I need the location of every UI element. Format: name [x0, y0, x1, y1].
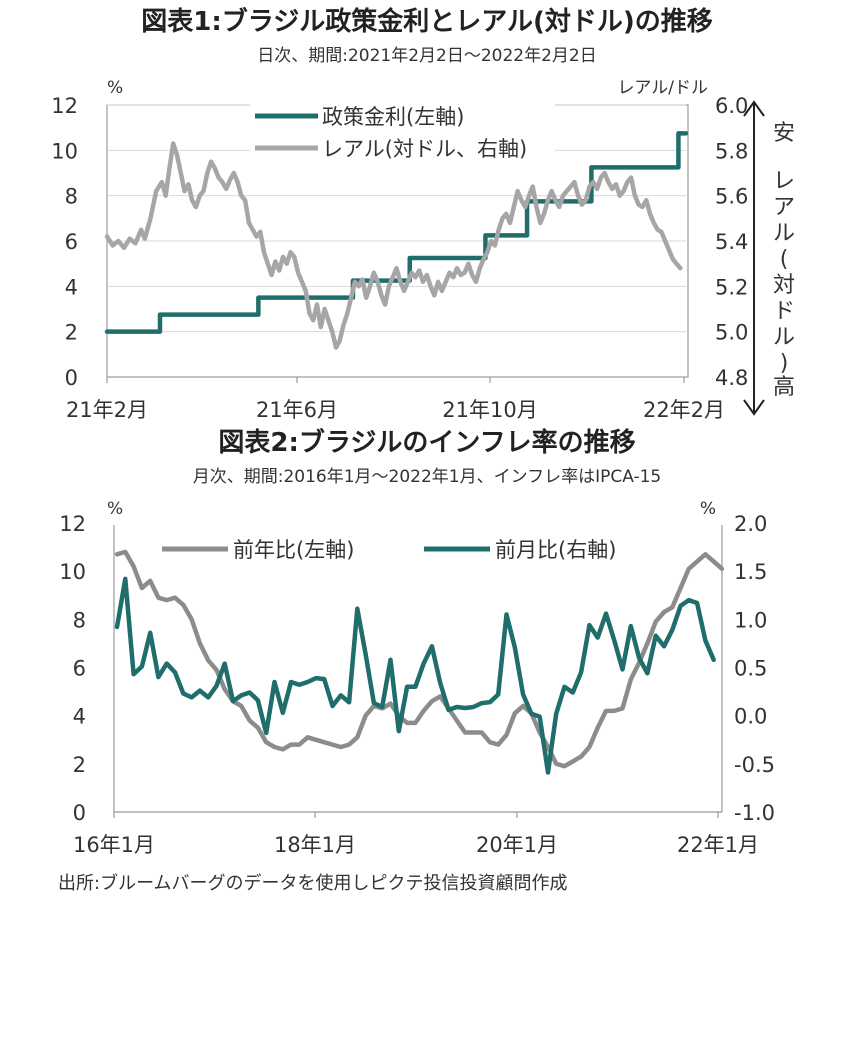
chart2-x-tick-label: 20年1月: [476, 833, 558, 857]
chart1-side-label-char: レ: [773, 169, 795, 194]
chart2-right-tick-label: 1.5: [734, 560, 767, 584]
chart1-side-label-char: ル: [773, 325, 795, 350]
chart1-side-label-char: (: [780, 247, 789, 272]
chart2-subtitle: 月次、期間:2016年1月〜2022年1月、インフレ率はIPCA-15: [193, 467, 662, 487]
chart2-right-tick-label: -1.0: [734, 801, 775, 825]
chart2-x-tick-label: 18年1月: [274, 833, 356, 857]
chart2-x-axis-ticks: 16年1月 18年1月 20年1月 22年1月: [73, 812, 759, 857]
chart1-x-axis-ticks: 21年2月 21年6月 21年10月 22年2月: [66, 377, 725, 422]
chart1-legend-label-real: レアル(対ドル、右軸): [322, 137, 527, 161]
chart2-series-line-2: [114, 576, 716, 775]
chart1-side-label-char: ル: [773, 221, 795, 246]
chart2-series-line-1: [114, 549, 725, 769]
chart1-series-line-1: [104, 131, 689, 334]
chart1-x-tick-label: 22年2月: [643, 398, 725, 422]
chart2-left-unit: %: [107, 499, 123, 519]
chart2-title: 図表2:ブラジルのインフレ率の推移: [218, 427, 635, 458]
chart2-right-axis-ticks: -1.0 -0.5 0.0 0.5 1.0 1.5 2.0: [734, 512, 775, 825]
chart2-x-tick-label: 22年1月: [677, 833, 759, 857]
chart1-right-tick-label: 5.4: [715, 230, 748, 254]
chart2: 図表2:ブラジルのインフレ率の推移 月次、期間:2016年1月〜2022年1月、…: [59, 427, 775, 857]
chart1-left-unit: %: [107, 78, 123, 98]
chart1-side-label-char: ): [780, 351, 789, 376]
chart1-right-tick-label: 4.8: [715, 366, 748, 390]
source-note: 出所:ブルームバーグのデータを使用しピクテ投信投資顧問作成: [58, 872, 568, 894]
chart1-side-arrow-up-icon: [743, 100, 765, 117]
chart1: 図表1:ブラジル政策金利とレアル(対ドル)の推移 日次、期間:2021年2月2日…: [51, 6, 795, 422]
chart2-right-tick-label: -0.5: [734, 753, 775, 777]
chart1-side-top-label: 安: [773, 121, 795, 146]
chart1-side-label-char: ド: [773, 299, 795, 324]
chart1-series: [104, 131, 689, 350]
chart1-side-bottom-label: 高: [773, 375, 795, 400]
chart1-left-tick-label: 10: [51, 139, 78, 163]
chart2-left-tick-label: 4: [73, 705, 86, 729]
chart1-side-annotation: 安 レアル(対ドル) 高: [743, 100, 795, 416]
chart2-x-tick-label: 16年1月: [73, 833, 155, 857]
chart1-legend-label-policy-rate: 政策金利(左軸): [322, 105, 464, 129]
chart2-left-axis-ticks: 0 2 4 6 8 10 12: [59, 512, 86, 825]
chart1-right-tick-label: 6.0: [715, 94, 748, 118]
chart1-left-tick-label: 4: [65, 275, 78, 299]
chart1-left-tick-label: 12: [51, 94, 78, 118]
chart2-legend-label-yoy: 前年比(左軸): [233, 538, 354, 562]
chart1-right-axis-ticks: 4.8 5.0 5.2 5.4 5.6 5.8 6.0: [715, 94, 748, 390]
chart1-left-tick-label: 0: [65, 366, 78, 390]
chart1-side-vertical-label: レアル(対ドル): [773, 169, 795, 376]
chart1-right-tick-label: 5.2: [715, 275, 748, 299]
chart1-legend-box: [250, 100, 555, 170]
chart2-left-tick-label: 8: [73, 608, 86, 632]
chart2-left-tick-label: 2: [73, 753, 86, 777]
chart2-legend-label-mom: 前月比(右軸): [495, 538, 616, 562]
chart1-right-tick-label: 5.8: [715, 139, 748, 163]
chart1-right-tick-label: 5.0: [715, 321, 748, 345]
chart2-left-tick-label: 6: [73, 657, 86, 681]
chart1-x-tick-label: 21年10月: [442, 398, 537, 422]
chart1-x-tick-label: 21年2月: [66, 398, 148, 422]
chart1-right-unit: レアル/ドル: [617, 78, 708, 98]
chart2-left-tick-label: 0: [73, 801, 86, 825]
chart1-subtitle: 日次、期間:2021年2月2日〜2022年2月2日: [257, 46, 597, 66]
chart2-left-tick-label: 12: [59, 512, 86, 536]
chart1-left-tick-label: 8: [65, 185, 78, 209]
chart2-right-tick-label: 1.0: [734, 608, 767, 632]
chart1-side-arrow-down-icon: [743, 399, 765, 416]
chart2-right-tick-label: 0.5: [734, 657, 767, 681]
chart2-series: [114, 549, 725, 775]
chart1-left-tick-label: 2: [65, 321, 78, 345]
chart1-x-tick-label: 21年6月: [256, 398, 338, 422]
chart2-right-tick-label: 2.0: [734, 512, 767, 536]
chart2-legend: 前年比(左軸) 前月比(右軸): [162, 538, 616, 562]
chart1-legend: 政策金利(左軸) レアル(対ドル、右軸): [250, 100, 555, 170]
chart1-title: 図表1:ブラジル政策金利とレアル(対ドル)の推移: [141, 6, 712, 37]
chart1-left-tick-label: 6: [65, 230, 78, 254]
chart2-right-tick-label: 0.0: [734, 705, 767, 729]
chart1-side-label-char: 対: [773, 273, 795, 298]
chart1-right-tick-label: 5.6: [715, 185, 748, 209]
chart1-series-line-2: [104, 141, 683, 350]
chart2-left-tick-label: 10: [59, 560, 86, 584]
chart1-side-label-char: ア: [773, 195, 795, 220]
chart2-right-unit: %: [700, 499, 716, 519]
